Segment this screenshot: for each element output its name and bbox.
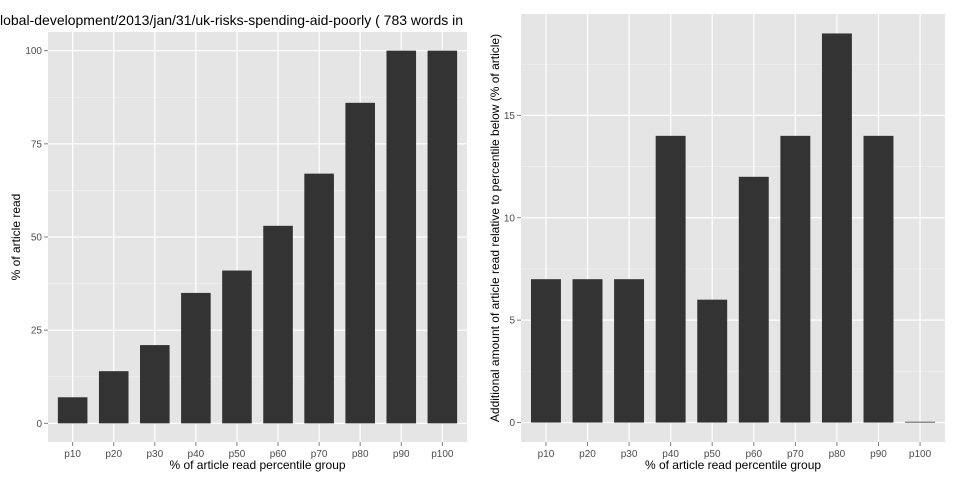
x-tick-label: p10 bbox=[538, 449, 555, 460]
left-chart: 0 25 50 75 100 p10 p20 p30 p40 p50 p60 p70 p80 p90 p10… bbox=[9, 32, 467, 472]
x-tick-label: p90 bbox=[393, 449, 410, 460]
bar-p50 bbox=[222, 270, 252, 424]
bar-p80 bbox=[821, 33, 852, 423]
x-axis-title: % of article read percentile group bbox=[169, 458, 345, 472]
x-tick-label: p40 bbox=[662, 449, 679, 460]
bar-p90 bbox=[386, 50, 417, 424]
bar-p10 bbox=[57, 397, 88, 424]
bar-p100 bbox=[427, 50, 458, 424]
bar-p20 bbox=[98, 371, 129, 424]
y-tick-label: 0 bbox=[36, 419, 42, 430]
x-tick-label: p60 bbox=[745, 449, 762, 460]
y-tick-label: 5 bbox=[509, 316, 515, 327]
bar-p60 bbox=[263, 225, 293, 424]
chart-title: lobal-development/2013/jan/31/uk-risks-s… bbox=[0, 12, 464, 28]
bar-p40 bbox=[655, 135, 686, 423]
bar-p70 bbox=[304, 173, 334, 424]
x-tick-label: p60 bbox=[270, 449, 287, 460]
x-tick-label: p70 bbox=[787, 449, 804, 460]
bar-p90 bbox=[863, 135, 894, 423]
y-tick-label: 25 bbox=[31, 326, 43, 337]
x-tick-label: p50 bbox=[704, 449, 721, 460]
y-tick-label: 15 bbox=[504, 111, 516, 122]
x-tick-label: p90 bbox=[870, 449, 887, 460]
x-axis-title: % of article read percentile group bbox=[645, 458, 821, 472]
bar-p80 bbox=[345, 102, 375, 424]
bar-p30 bbox=[614, 279, 645, 423]
x-tick-label: p50 bbox=[229, 449, 246, 460]
bar-p50 bbox=[697, 299, 728, 423]
x-tick-label: p40 bbox=[188, 449, 205, 460]
x-tick-label: p80 bbox=[829, 449, 846, 460]
bar-p30 bbox=[140, 345, 170, 424]
bar-p40 bbox=[181, 292, 211, 424]
bar-p60 bbox=[738, 176, 769, 423]
bar-p10 bbox=[530, 279, 561, 423]
x-tick-label: p30 bbox=[146, 449, 163, 460]
y-tick-label: 50 bbox=[31, 233, 43, 244]
y-tick-label: 100 bbox=[25, 46, 42, 57]
y-tick-label: 75 bbox=[31, 139, 43, 150]
x-tick-label: p80 bbox=[352, 449, 369, 460]
x-tick-label: p100 bbox=[431, 449, 454, 460]
x-tick-label: p20 bbox=[105, 449, 122, 460]
y-tick-label: 0 bbox=[509, 418, 515, 429]
x-tick-label: p20 bbox=[579, 449, 596, 460]
bar-p20 bbox=[572, 279, 603, 423]
x-tick-label: p100 bbox=[909, 449, 932, 460]
x-tick-label: p10 bbox=[64, 449, 81, 460]
y-axis-title: % of article read bbox=[9, 194, 23, 281]
right-chart: 0 5 10 15 p10 p20 p30 p40 p50 p60 p70 p80 p90 p100 % o… bbox=[488, 14, 945, 472]
x-tick-label: p70 bbox=[311, 449, 328, 460]
y-tick-label: 10 bbox=[504, 213, 516, 224]
bar-p70 bbox=[780, 135, 811, 423]
y-axis-title: Additional amount of article read relati… bbox=[488, 34, 502, 422]
bar-p100 bbox=[905, 421, 936, 423]
x-tick-label: p30 bbox=[621, 449, 638, 460]
